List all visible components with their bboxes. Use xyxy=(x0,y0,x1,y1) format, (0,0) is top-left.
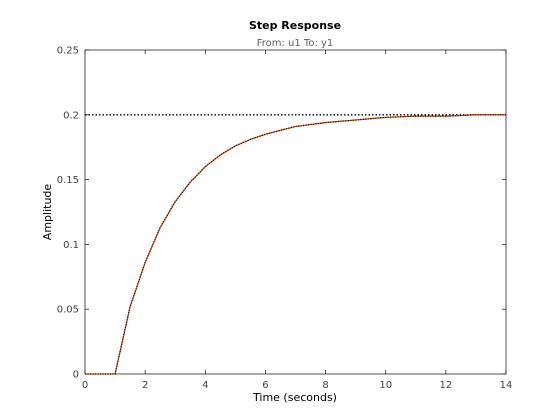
chart-subtitle: From: u1 To: y1 xyxy=(257,38,334,49)
x-tick-label: 8 xyxy=(322,380,328,391)
plot-area xyxy=(84,49,507,375)
plot-series xyxy=(85,114,506,375)
y-tick-label: 0.25 xyxy=(57,46,79,57)
x-tick-label: 10 xyxy=(379,380,392,391)
x-tick-label: 12 xyxy=(439,380,452,391)
series-line-2 xyxy=(85,114,506,375)
x-tick-label: 14 xyxy=(500,380,513,391)
y-tick-label: 0.2 xyxy=(63,110,79,121)
x-tick-label: 2 xyxy=(142,380,148,391)
x-axis-label: Time (seconds) xyxy=(252,391,337,404)
y-axis-label: Amplitude xyxy=(41,184,54,241)
x-tick-label: 4 xyxy=(202,380,208,391)
chart-title: Step Response xyxy=(249,19,341,32)
y-tick-label: 0.1 xyxy=(63,240,79,251)
y-axis: 0 0.05 0.1 0.15 0.2 0.25 xyxy=(57,46,506,381)
x-axis: 0 2 4 6 8 10 12 14 xyxy=(82,50,513,391)
x-tick-label: 0 xyxy=(82,380,88,391)
y-tick-label: 0.15 xyxy=(57,175,79,186)
y-tick-label: 0 xyxy=(73,370,79,381)
y-tick-label: 0.05 xyxy=(57,305,79,316)
x-tick-label: 6 xyxy=(262,380,268,391)
